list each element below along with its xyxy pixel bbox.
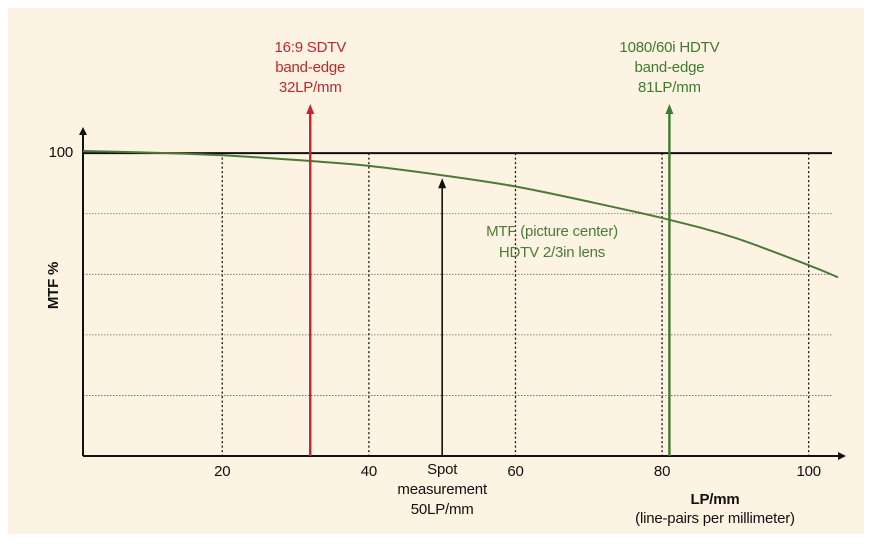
annotation-label: 16:9 SDTV bbox=[274, 39, 346, 56]
curve-label: HDTV 2/3in lens bbox=[499, 244, 605, 261]
background bbox=[8, 8, 864, 534]
annotation-label: 32LP/mm bbox=[279, 79, 342, 96]
annotation-label: Spot bbox=[427, 461, 458, 478]
x-tick-label: 60 bbox=[507, 463, 523, 480]
y-tick-label: 100 bbox=[49, 144, 73, 161]
annotation-label: 50LP/mm bbox=[411, 501, 474, 518]
y-axis-arrow bbox=[79, 127, 87, 135]
x-tick-label: 20 bbox=[214, 463, 230, 480]
marker-arrow bbox=[306, 104, 315, 114]
curve-label: MTF (picture center) bbox=[486, 223, 618, 240]
marker-arrow bbox=[438, 178, 447, 189]
annotation-label: 1080/60i HDTV bbox=[619, 39, 719, 56]
x-axis-label: (line-pairs per millimeter) bbox=[635, 510, 795, 527]
x-tick-label: 80 bbox=[654, 463, 670, 480]
x-axis-arrow bbox=[838, 452, 846, 460]
annotation-label: band-edge bbox=[275, 59, 345, 76]
annotation-label: band-edge bbox=[634, 59, 704, 76]
y-axis-label: MTF % bbox=[45, 262, 62, 309]
mtf-curve bbox=[82, 150, 839, 279]
x-axis-label: LP/mm bbox=[690, 491, 739, 508]
x-tick-label: 40 bbox=[361, 463, 377, 480]
annotation-label: measurement bbox=[397, 481, 488, 498]
x-tick-label: 100 bbox=[796, 463, 820, 480]
annotation-label: 81LP/mm bbox=[638, 79, 701, 96]
marker-arrow bbox=[665, 104, 674, 114]
